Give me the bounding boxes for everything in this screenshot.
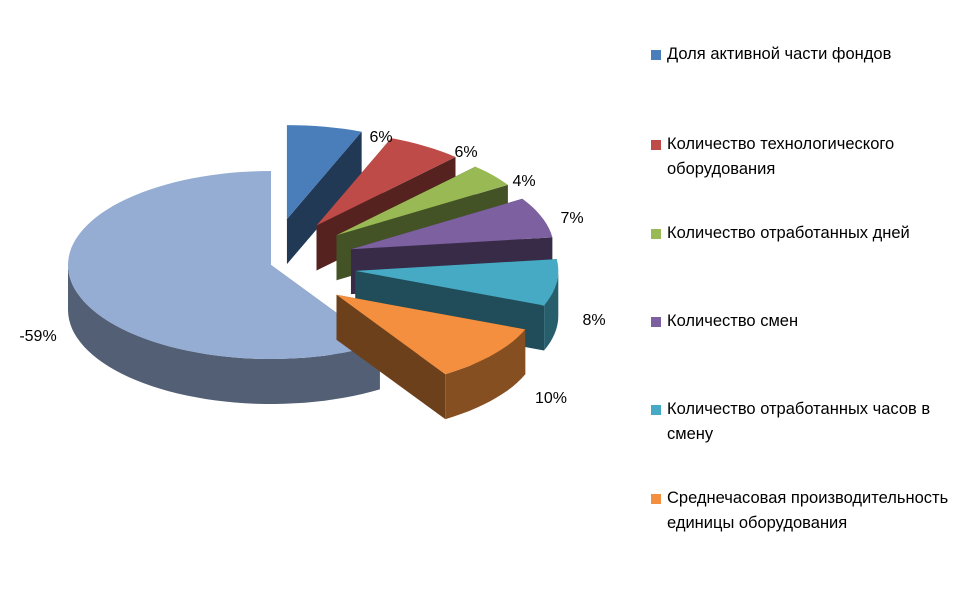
slice-top — [68, 171, 380, 359]
legend-label: Количество отработанных дней — [667, 224, 910, 242]
legend-swatch — [651, 317, 661, 327]
data-label: 8% — [582, 312, 605, 329]
slice-wall — [286, 131, 362, 265]
legend-label: Доля активной части фондов — [667, 45, 892, 63]
pie-slice — [336, 294, 526, 420]
legend-swatch — [651, 229, 661, 239]
slice-top — [336, 294, 526, 375]
data-label: 4% — [512, 173, 535, 190]
legend-swatch — [651, 50, 661, 60]
pie-slice — [68, 171, 380, 404]
data-labels: 6% 6% 4% 7% 8% 10% -59% — [19, 129, 605, 407]
legend: Доля активной части фондов Количество те… — [651, 0, 966, 602]
data-label: 6% — [369, 129, 392, 146]
slice-side — [445, 329, 526, 420]
legend-swatch — [651, 405, 661, 415]
pie-slice — [286, 125, 362, 265]
slice-side — [68, 265, 380, 404]
legend-label: Количество отработанных часов в смену — [667, 400, 931, 443]
slice-wall — [336, 294, 446, 420]
data-label: -59% — [19, 328, 56, 345]
data-label: 6% — [454, 144, 477, 161]
legend-swatch — [651, 494, 661, 504]
legend-swatch — [651, 140, 661, 150]
slice-top — [336, 166, 508, 236]
legend-label: Количество смен — [667, 312, 799, 330]
slice-top — [355, 259, 559, 306]
slice-top — [351, 198, 553, 250]
legend-label: Среднечасовая производительность единицы… — [667, 489, 949, 532]
slice-top — [316, 138, 456, 226]
pie-slices — [68, 125, 559, 420]
slice-side — [544, 270, 559, 351]
data-label: 7% — [560, 210, 583, 227]
slice-top — [286, 125, 362, 220]
data-label: 10% — [535, 390, 567, 407]
legend-label: Количество технологического оборудования — [667, 135, 895, 178]
